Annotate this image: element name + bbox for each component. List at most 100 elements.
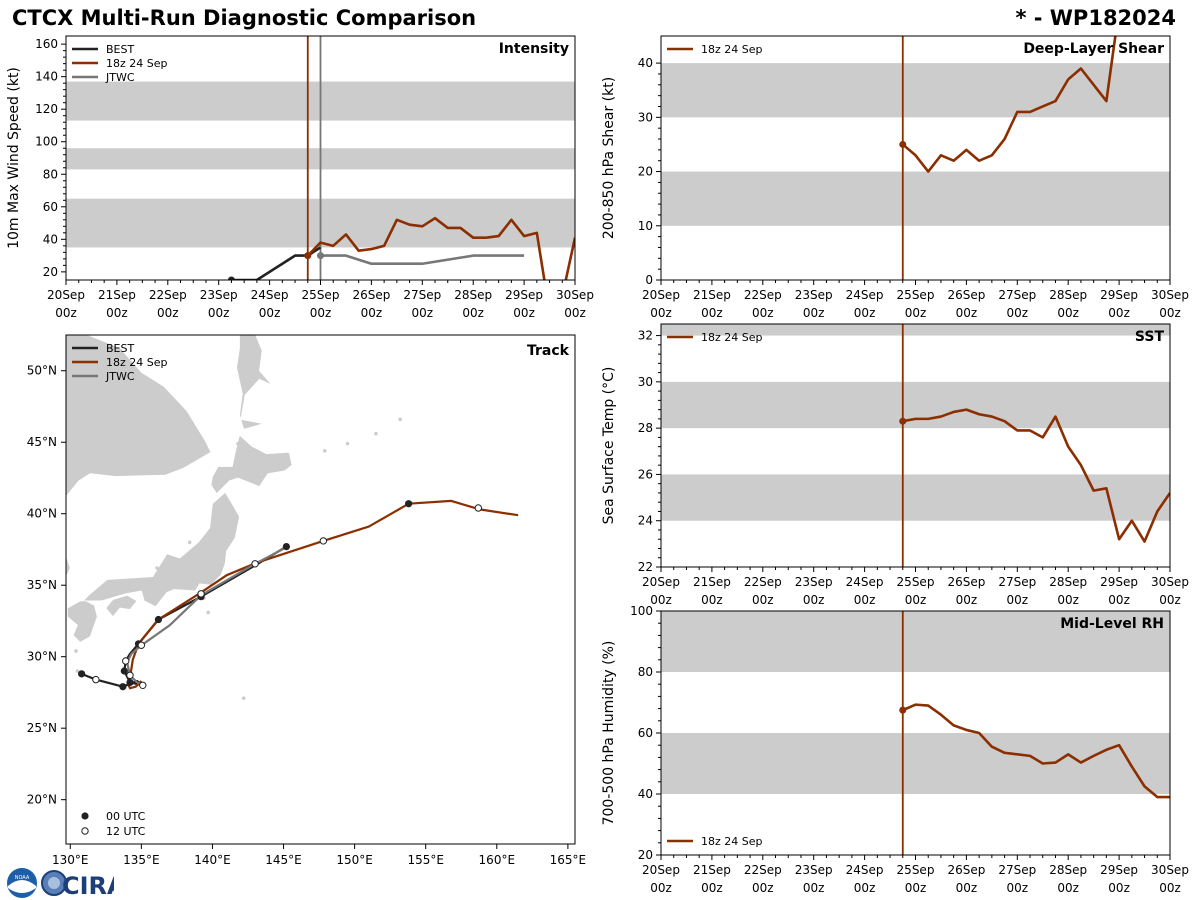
land-island-9 (398, 417, 402, 422)
marker-legend-00utc-label: 00 UTC (106, 810, 146, 823)
rh-xtick-day-6: 26Sep (947, 863, 985, 877)
intensity-legend-label-1: 18z 24 Sep (106, 57, 168, 70)
shear-xtick-hour-10: 00z (1159, 306, 1181, 320)
intensity-title: Intensity (499, 41, 569, 57)
intensity-legend-label-0: BEST (106, 43, 134, 56)
track-point-12utc-1 (139, 681, 147, 689)
rh-xtick-day-3: 23Sep (795, 863, 833, 877)
intensity-band-1 (66, 148, 575, 170)
intensity-xtick-day-2: 22Sep (149, 288, 187, 302)
sst-xtick-day-7: 27Sep (998, 575, 1036, 589)
track-point-00utc-4 (134, 640, 143, 648)
rh-title: Mid-Level RH (1060, 616, 1164, 632)
land-island-11 (345, 441, 350, 446)
cira-seal-icon (41, 870, 67, 896)
shear-series-run (901, 36, 1117, 173)
track-point-12utc-3 (122, 657, 130, 665)
track-point-00utc-8 (405, 500, 413, 508)
sst-band-1 (661, 381, 1170, 429)
track-frame (65, 334, 576, 845)
rh-plot-area (661, 611, 1170, 855)
rh-xtick-hour-2: 00z (752, 881, 774, 895)
sst-xtick-day-0: 20Sep (642, 575, 680, 589)
rh-ytick-label-0: 20 (638, 848, 653, 862)
intensity-series-best (231, 246, 322, 280)
intensity-band-0 (66, 198, 575, 248)
intensity-xtick-hour-7: 00z (412, 306, 434, 320)
shear-frame (660, 35, 1171, 281)
intensity-xtick-day-10: 30Sep (556, 288, 594, 302)
intensity-ytick-label-6: 140 (35, 70, 58, 84)
intensity-xtick-day-3: 23Sep (200, 288, 238, 302)
sst-band-0 (661, 474, 1170, 521)
intensity-xtick-hour-10: 00z (564, 306, 586, 320)
sst-xtick-hour-8: 00z (1057, 593, 1079, 607)
track-ytick-label-0: 20°N (27, 793, 57, 807)
shear-xtick-hour-8: 00z (1057, 306, 1079, 320)
land-island-6 (155, 566, 159, 570)
track-point-12utc-4 (137, 641, 146, 649)
sst-xtick-day-10: 30Sep (1151, 575, 1189, 589)
intensity-xtick-hour-2: 00z (157, 306, 179, 320)
shear-xtick-hour-7: 00z (1007, 306, 1029, 320)
intensity-series-jtwc-start-marker (317, 252, 324, 260)
land-island-4 (61, 679, 65, 683)
rh-xtick-day-1: 21Sep (693, 863, 731, 877)
sst-legend-label-0: 18z 24 Sep (701, 331, 763, 344)
intensity-ytick-label-4: 100 (35, 135, 58, 149)
sst-ytick-label-4: 30 (638, 375, 653, 389)
sst-xtick-day-9: 29Sep (1100, 575, 1138, 589)
rh-xtick-day-5: 25Sep (897, 863, 935, 877)
marker-legend-12utc-icon (81, 827, 89, 835)
ocean (66, 335, 575, 844)
track-line-run (127, 499, 519, 690)
sst-xtick-hour-10: 00z (1159, 593, 1181, 607)
sst-xtick-hour-2: 00z (752, 593, 774, 607)
sst-xtick-day-1: 21Sep (693, 575, 731, 589)
intensity-legend-label-2: JTWC (105, 71, 135, 84)
sst-series-run (902, 408, 1170, 543)
sst-xtick-day-8: 28Sep (1049, 575, 1087, 589)
track-point-00utc-2 (126, 678, 134, 687)
rh-ytick-label-2: 60 (638, 726, 653, 740)
intensity-xtick-hour-1: 00z (106, 306, 128, 320)
intensity-xtick-day-9: 29Sep (505, 288, 543, 302)
track-point-00utc-7 (282, 543, 290, 551)
intensity-xtick-day-0: 20Sep (47, 288, 85, 302)
rh-xtick-day-9: 29Sep (1100, 863, 1138, 877)
track-point-00utc-3 (120, 667, 128, 675)
shear-xtick-hour-6: 00z (956, 306, 978, 320)
shear-xtick-day-9: 29Sep (1100, 288, 1138, 302)
sst-frame (660, 323, 1171, 568)
land-island-1 (206, 610, 210, 615)
intensity-xtick-hour-3: 00z (208, 306, 230, 320)
intensity-xtick-day-6: 26Sep (352, 288, 390, 302)
noaa-seal-icon: NOAA (7, 868, 37, 898)
sst-band-2 (661, 324, 1170, 336)
track-point-12utc-2 (126, 671, 134, 679)
sst-plot-area (661, 324, 1170, 567)
intensity-ytick-label-3: 80 (43, 167, 58, 181)
land-sakhalin (236, 335, 273, 430)
sst-xtick-hour-7: 00z (1007, 593, 1029, 607)
track-ytick-label-4: 40°N (27, 507, 57, 521)
intensity-xtick-hour-0: 00z (55, 306, 77, 320)
rh-xtick-day-7: 27Sep (998, 863, 1036, 877)
intensity-band-2 (66, 81, 575, 121)
track-ytick-label-2: 30°N (27, 650, 57, 664)
intensity-xtick-hour-9: 00z (513, 306, 535, 320)
intensity-ytick-label-2: 60 (43, 200, 58, 214)
cira-logo-text: CIRA (62, 872, 114, 900)
track-xtick-label-0: 130°E (52, 853, 89, 867)
shear-xtick-day-2: 22Sep (744, 288, 782, 302)
sst-ytick-label-2: 26 (638, 467, 653, 481)
track-point-12utc-0 (92, 675, 100, 684)
track-xtick-label-2: 140°E (194, 853, 231, 867)
rh-xtick-day-8: 28Sep (1049, 863, 1087, 877)
shear-band-0 (661, 171, 1170, 226)
intensity-ytick-label-5: 120 (35, 102, 58, 116)
track-point-12utc-7 (319, 537, 328, 545)
shear-title: Deep-Layer Shear (1023, 41, 1164, 57)
